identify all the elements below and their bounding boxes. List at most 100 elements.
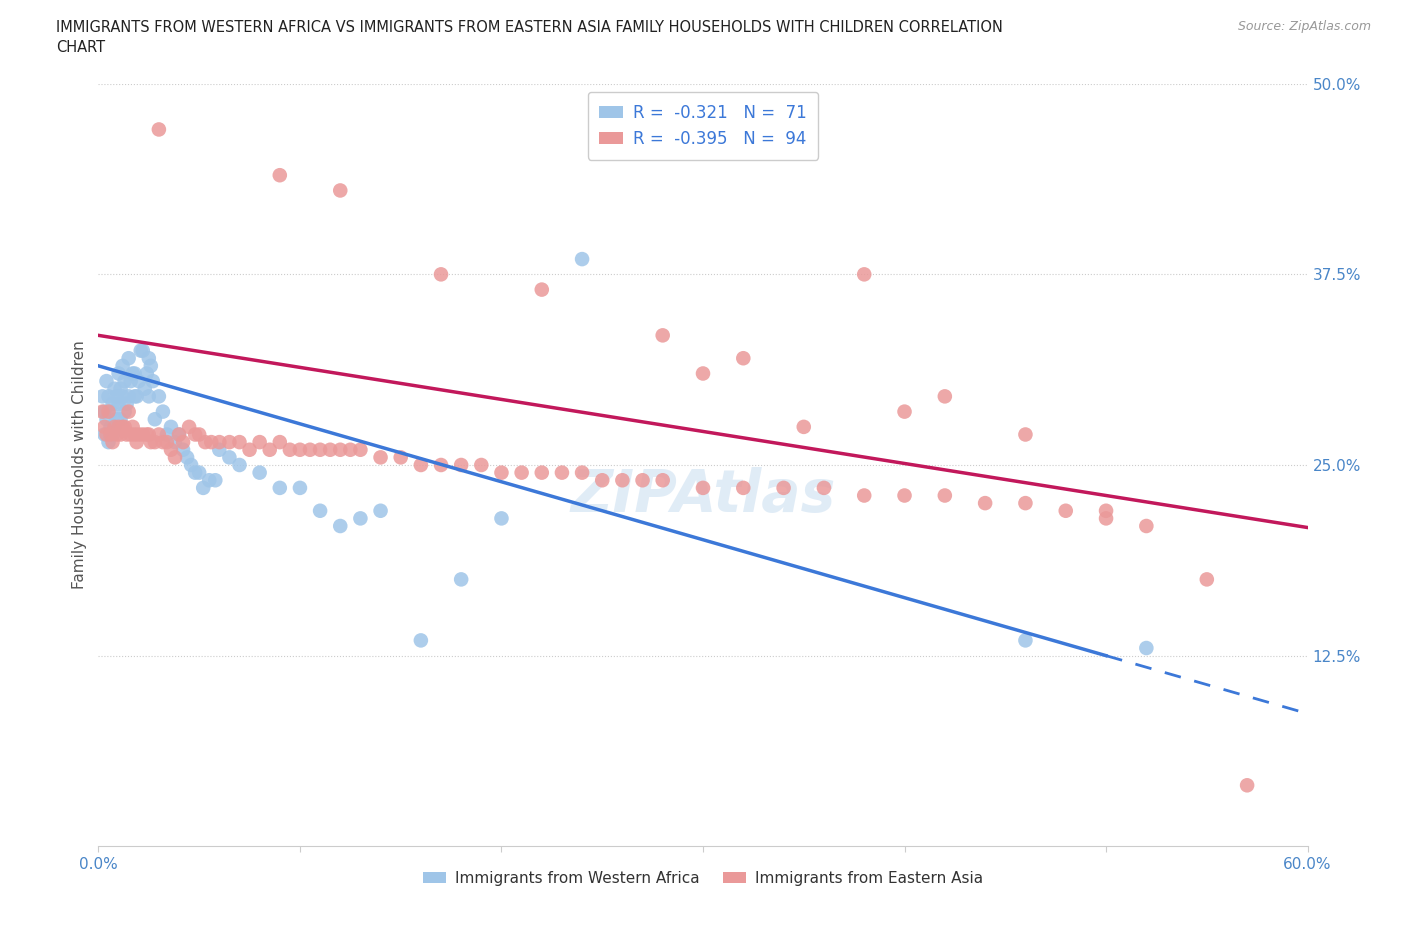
Point xyxy=(172,434,194,449)
Point xyxy=(1236,777,1258,792)
Point xyxy=(430,267,453,282)
Point xyxy=(193,481,215,496)
Point xyxy=(893,488,915,503)
Point xyxy=(218,450,240,465)
Point xyxy=(269,434,291,449)
Point xyxy=(176,450,198,465)
Point xyxy=(934,488,956,503)
Point xyxy=(239,443,262,458)
Point xyxy=(198,472,221,487)
Point xyxy=(228,458,250,472)
Point xyxy=(114,419,136,434)
Point xyxy=(853,488,876,503)
Point xyxy=(125,434,148,449)
Text: ZIPAtlas: ZIPAtlas xyxy=(571,467,835,524)
Point xyxy=(118,351,141,365)
Point xyxy=(91,389,114,404)
Point xyxy=(1095,503,1118,518)
Point xyxy=(105,389,128,404)
Point xyxy=(107,396,129,411)
Point xyxy=(813,481,835,496)
Point xyxy=(129,343,152,358)
Point xyxy=(218,434,240,449)
Point xyxy=(349,443,371,458)
Point xyxy=(121,366,143,381)
Point xyxy=(96,427,118,442)
Point xyxy=(329,519,352,534)
Point xyxy=(139,434,162,449)
Point xyxy=(591,472,613,487)
Point xyxy=(96,412,118,427)
Point xyxy=(97,389,120,404)
Point xyxy=(1014,633,1036,648)
Point xyxy=(107,419,129,434)
Point xyxy=(101,434,124,449)
Point xyxy=(115,396,138,411)
Point xyxy=(172,443,194,458)
Point xyxy=(134,381,156,396)
Point xyxy=(160,419,183,434)
Point xyxy=(409,458,432,472)
Point xyxy=(370,503,392,518)
Point xyxy=(184,465,207,480)
Point xyxy=(114,405,136,419)
Point xyxy=(118,405,141,419)
Point xyxy=(93,405,115,419)
Point xyxy=(200,434,222,449)
Y-axis label: Family Households with Children: Family Households with Children xyxy=(72,340,87,590)
Point xyxy=(184,427,207,442)
Point xyxy=(450,458,472,472)
Point xyxy=(132,427,155,442)
Point xyxy=(124,366,146,381)
Point xyxy=(269,481,291,496)
Point xyxy=(194,434,217,449)
Point xyxy=(188,465,211,480)
Point xyxy=(329,183,352,198)
Point xyxy=(110,381,132,396)
Point xyxy=(793,419,815,434)
Point xyxy=(97,434,120,449)
Point xyxy=(339,443,361,458)
Point xyxy=(111,389,134,404)
Point xyxy=(1095,511,1118,525)
Point xyxy=(470,458,492,472)
Point xyxy=(148,427,170,442)
Point xyxy=(114,374,136,389)
Point xyxy=(118,389,141,404)
Point xyxy=(853,267,876,282)
Point xyxy=(152,405,174,419)
Point xyxy=(299,443,322,458)
Point xyxy=(138,389,160,404)
Point xyxy=(1195,572,1218,587)
Legend: Immigrants from Western Africa, Immigrants from Eastern Asia: Immigrants from Western Africa, Immigran… xyxy=(418,865,988,892)
Point xyxy=(125,389,148,404)
Point xyxy=(450,572,472,587)
Point xyxy=(188,427,211,442)
Point xyxy=(1014,427,1036,442)
Point xyxy=(91,405,114,419)
Point xyxy=(120,374,142,389)
Point xyxy=(309,443,332,458)
Point xyxy=(259,443,281,458)
Point xyxy=(100,419,122,434)
Point xyxy=(319,443,342,458)
Point xyxy=(101,396,124,411)
Point xyxy=(370,450,392,465)
Point xyxy=(160,443,183,458)
Point xyxy=(103,381,125,396)
Point xyxy=(96,374,118,389)
Point xyxy=(893,405,915,419)
Point xyxy=(143,434,166,449)
Point xyxy=(551,465,574,480)
Point xyxy=(612,472,634,487)
Point xyxy=(163,434,186,449)
Point xyxy=(101,427,124,442)
Point xyxy=(1054,503,1077,518)
Point xyxy=(571,252,593,267)
Point xyxy=(120,427,142,442)
Point xyxy=(288,443,311,458)
Point xyxy=(128,374,150,389)
Point xyxy=(148,389,170,404)
Point xyxy=(135,366,157,381)
Point xyxy=(733,481,755,496)
